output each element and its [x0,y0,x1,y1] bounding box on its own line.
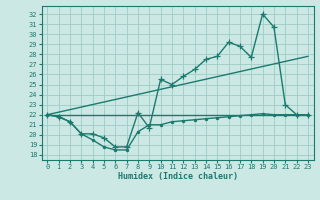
X-axis label: Humidex (Indice chaleur): Humidex (Indice chaleur) [118,172,237,181]
